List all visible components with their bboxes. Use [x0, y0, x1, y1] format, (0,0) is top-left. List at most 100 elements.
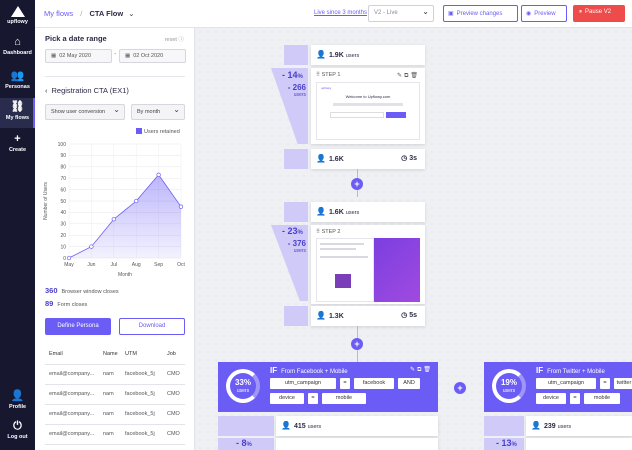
preview-changes-button[interactable]: ▣ Preview changes [443, 5, 518, 22]
download-button[interactable]: Download [119, 318, 185, 335]
app-logo[interactable]: upflowy [0, 6, 35, 25]
step-tools: ✎⧉🗑 [397, 72, 420, 80]
branch2-title: IF From Twitter + Mobile [536, 366, 605, 375]
nav-item-create[interactable]: + Create [0, 133, 35, 153]
condition-chip[interactable]: utm_campaign [536, 378, 596, 389]
metric-select-value: Show user conversion [51, 109, 106, 115]
branch1-if-card[interactable]: 33% users IF From Facebook + Mobile ✎⧉🗑 ut… [218, 362, 438, 412]
condition-chip[interactable]: mobile [584, 393, 620, 404]
step2-preview-right [374, 238, 420, 302]
stat-label: Browser window closes [61, 289, 119, 295]
branch1-dropoff [218, 438, 274, 450]
condition-chip[interactable]: = [570, 393, 580, 404]
flow-name[interactable]: CTA Flow [89, 9, 124, 18]
edit-icon[interactable]: ✎ [410, 367, 418, 373]
step1-card[interactable]: ⠿ STEP 1 ✎⧉🗑 upflowy Welcome to Upflowy.… [311, 68, 425, 144]
date-range-title: Pick a date range [45, 34, 107, 43]
copy-icon[interactable]: ⧉ [417, 367, 424, 373]
data-point [111, 217, 116, 222]
condition-chip[interactable]: device [536, 393, 566, 404]
percent-sign: % [297, 230, 303, 236]
eye-icon: ◉ [526, 11, 532, 17]
chevron-down-icon[interactable]: ⌄ [128, 9, 135, 18]
branch2-if-card[interactable]: 19% users IF From Twitter + Mobile utm_cam… [484, 362, 632, 412]
y-tick-label: 80 [60, 165, 66, 171]
column-header-name[interactable]: Name [99, 344, 121, 365]
trash-icon[interactable]: 🗑 [423, 367, 433, 373]
section-title-row[interactable]: ‹ Registration CTA (EX1) [45, 86, 129, 95]
add-step-button[interactable]: + [351, 178, 363, 190]
branch1-next-card[interactable] [276, 438, 438, 450]
drop-pct-value: - 23 [282, 226, 298, 236]
define-persona-button[interactable]: Define Persona [45, 318, 111, 335]
trash-icon[interactable]: 🗑 [410, 73, 420, 79]
condition-chip[interactable]: = [308, 393, 318, 404]
x-tick-label: Sep [154, 262, 163, 268]
pause-button[interactable]: ⏸ Pause V2 [573, 5, 625, 22]
date-to-input[interactable]: ▦ 02 Oct 2020 [119, 49, 186, 63]
time-value: 3s [409, 155, 417, 162]
condition-chip[interactable]: = [600, 378, 610, 389]
live-since-link[interactable]: Live since 3 months [314, 10, 368, 16]
metric-select[interactable]: Show user conversion [45, 104, 125, 120]
nav-item-dashboard[interactable]: ⌂ Dashboard [0, 36, 35, 56]
column-header-email[interactable]: Email [45, 344, 99, 365]
column-header-utm[interactable]: UTM [121, 344, 163, 365]
table-cell: nam [99, 424, 121, 445]
condition-chip[interactable]: facebook [354, 378, 394, 389]
nav-label: Personas [5, 84, 30, 90]
user-icon: 👤 [316, 207, 326, 216]
preview-button[interactable]: ◉ Preview [521, 5, 567, 22]
condition-chip[interactable]: = [340, 378, 350, 389]
drop-pct-value: - 14 [282, 70, 298, 80]
ring-pct: 19 [500, 378, 510, 387]
condition-chip[interactable]: utm_campaign [270, 378, 336, 389]
grip-icon[interactable]: ⠿ [316, 229, 321, 235]
column-header-job[interactable]: Job [163, 344, 185, 365]
if-label: IF [270, 366, 278, 375]
edit-icon[interactable]: ✎ [397, 73, 405, 79]
add-step-button[interactable]: + [351, 338, 363, 350]
preview-text-line [320, 243, 364, 245]
version-select[interactable]: V2 - Live [368, 5, 434, 22]
nav-item-my-flows[interactable]: ⛓ My flows [0, 98, 35, 128]
step2-card[interactable]: ⠿ STEP 2 [311, 225, 425, 304]
nav-item-profile[interactable]: 👤 Profile [0, 390, 35, 410]
table-cell: CMO [163, 364, 185, 385]
nav-item-logout[interactable]: ⏻ Log out [0, 420, 35, 440]
breadcrumb-my-flows[interactable]: My flows [44, 9, 74, 18]
date-from-input[interactable]: ▦ 02 May 2020 [45, 49, 112, 63]
step2-drop-count: - 376 users [278, 239, 306, 254]
branch2-next-card[interactable] [526, 438, 632, 450]
grip-icon[interactable]: ⠿ [316, 72, 321, 78]
condition-chip[interactable]: device [270, 393, 304, 404]
step1-drop-pct: - 14% [282, 70, 303, 80]
condition-chip[interactable]: twitter [614, 378, 632, 389]
chevron-left-icon[interactable]: ‹ [45, 86, 48, 95]
legend-swatch [136, 128, 142, 134]
add-branch-button[interactable]: + [454, 382, 466, 394]
users-count: 239 [543, 423, 556, 430]
drop-pct-value: - 13 [496, 438, 512, 448]
table-cell: facebook_5j [121, 364, 163, 385]
copy-icon[interactable]: ⧉ [404, 73, 411, 79]
nav-item-personas[interactable]: 👥 Personas [0, 70, 35, 90]
logo-icon [10, 6, 25, 17]
reset-button[interactable]: reset ⓘ [165, 35, 184, 43]
percent-sign: % [511, 442, 517, 448]
nav-label: Profile [8, 404, 27, 410]
table-cell: facebook_5j [121, 444, 163, 450]
table-cell: email@company... [45, 404, 99, 425]
condition-chip[interactable]: mobile [322, 393, 366, 404]
condition-chip[interactable]: AND [398, 378, 420, 389]
table-cell: facebook_5j [121, 384, 163, 405]
branch1-users: 👤 415 users [276, 416, 438, 436]
preview-brand: upflowy [321, 86, 332, 90]
flow-canvas[interactable]: 👤 1.9K users - 14% - 266 users ⠿ STEP 1 ✎⧉🗑… [196, 28, 632, 450]
period-select[interactable]: By month [131, 104, 185, 120]
